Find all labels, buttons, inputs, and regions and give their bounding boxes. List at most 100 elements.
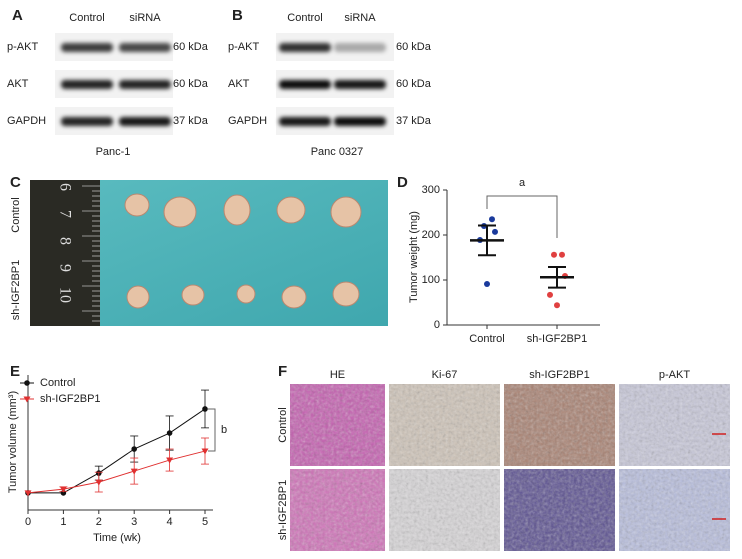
row-label: GAPDH xyxy=(7,115,46,127)
band xyxy=(119,117,171,126)
dot xyxy=(492,228,498,235)
band xyxy=(61,43,113,52)
legend-label: Control xyxy=(40,377,75,389)
size-label: 37 kDa xyxy=(396,115,432,127)
line xyxy=(28,408,206,494)
dot xyxy=(547,291,553,298)
y-axis-label: Tumor volume (mm³) xyxy=(7,391,19,493)
caption: Panc-1 xyxy=(96,146,131,158)
y-tick-label: 200 xyxy=(422,229,440,241)
micrograph-texture xyxy=(619,469,730,551)
legend-label: sh-IGF2BP1 xyxy=(40,393,101,405)
row-label: p-AKT xyxy=(228,41,259,53)
bracket xyxy=(208,408,216,452)
y-tick-label: 300 xyxy=(422,184,440,196)
column-label: HE xyxy=(330,369,345,381)
ruler-label: 9 xyxy=(56,264,73,272)
annotation: a xyxy=(519,177,526,189)
tumor xyxy=(332,281,360,307)
size-label: 60 kDa xyxy=(173,78,209,90)
column-label: siRNA xyxy=(344,12,376,24)
point xyxy=(131,446,137,452)
tumor xyxy=(281,285,307,309)
size-label: 37 kDa xyxy=(173,115,209,127)
dot xyxy=(484,281,490,288)
row-label: p-AKT xyxy=(7,41,38,53)
column-label: Ki-67 xyxy=(432,369,458,381)
y-tick-label: 0 xyxy=(434,319,440,331)
dot xyxy=(559,251,565,258)
ruler xyxy=(30,180,100,326)
band xyxy=(279,43,331,52)
row-label: sh-IGF2BP1 xyxy=(277,480,289,541)
x-tick-label: 2 xyxy=(96,516,102,528)
band xyxy=(279,80,331,89)
micrograph-texture xyxy=(504,469,615,551)
band xyxy=(119,80,171,89)
column-label: p-AKT xyxy=(659,369,690,381)
panel-label: E xyxy=(10,363,20,380)
annotation: b xyxy=(221,424,227,436)
tumor xyxy=(126,285,150,309)
column-label: sh-IGF2BP1 xyxy=(529,369,590,381)
band xyxy=(334,80,386,89)
x-tick-label: 0 xyxy=(25,516,31,528)
ruler-label: 7 xyxy=(56,210,73,218)
column-label: siRNA xyxy=(129,12,161,24)
panel-label: F xyxy=(278,363,287,380)
size-label: 60 kDa xyxy=(173,41,209,53)
point xyxy=(95,479,103,486)
panel-label: B xyxy=(232,7,243,24)
x-axis-label: Time (wk) xyxy=(93,532,141,544)
point xyxy=(130,468,138,475)
legend-marker xyxy=(24,380,30,386)
row-label: AKT xyxy=(228,78,250,90)
band xyxy=(61,80,113,89)
dot xyxy=(489,216,495,223)
micrograph-texture xyxy=(290,384,385,466)
panel-label: C xyxy=(10,174,21,191)
ruler-label: 6 xyxy=(56,183,73,191)
micrograph-texture xyxy=(619,384,730,466)
band xyxy=(119,43,171,52)
size-label: 60 kDa xyxy=(396,41,432,53)
row-label: GAPDH xyxy=(228,115,267,127)
tumor xyxy=(124,193,150,217)
band xyxy=(334,117,386,126)
micrograph-texture xyxy=(290,469,385,551)
micrograph-texture xyxy=(504,384,615,466)
point xyxy=(24,490,32,497)
point xyxy=(202,406,208,412)
column-label: Control xyxy=(69,12,104,24)
y-axis-label: Tumor weight (mg) xyxy=(408,211,420,303)
ruler-label: 10 xyxy=(56,287,73,303)
x-tick-label: 4 xyxy=(167,516,173,528)
dot xyxy=(551,251,557,258)
size-label: 60 kDa xyxy=(396,78,432,90)
band xyxy=(334,43,386,52)
tumor xyxy=(163,196,197,228)
row-label: AKT xyxy=(7,78,29,90)
tumor xyxy=(330,196,362,228)
micrograph-texture xyxy=(389,469,500,551)
ruler-label: 8 xyxy=(56,237,73,245)
x-tick-label: sh-IGF2BP1 xyxy=(527,333,588,345)
tumor xyxy=(236,284,256,304)
band xyxy=(279,117,331,126)
row-label: Control xyxy=(10,197,22,232)
caption: Panc 0327 xyxy=(311,146,364,158)
x-tick-label: 3 xyxy=(131,516,137,528)
column-label: Control xyxy=(287,12,322,24)
point xyxy=(59,486,67,493)
point xyxy=(201,448,209,455)
legend-marker xyxy=(23,396,31,403)
y-tick-label: 100 xyxy=(422,274,440,286)
x-tick-label: Control xyxy=(469,333,504,345)
panel-label: D xyxy=(397,174,408,191)
micrograph-texture xyxy=(389,384,500,466)
point xyxy=(166,430,173,436)
tumor xyxy=(181,284,205,306)
x-tick-label: 5 xyxy=(202,516,208,528)
bracket xyxy=(486,195,558,238)
